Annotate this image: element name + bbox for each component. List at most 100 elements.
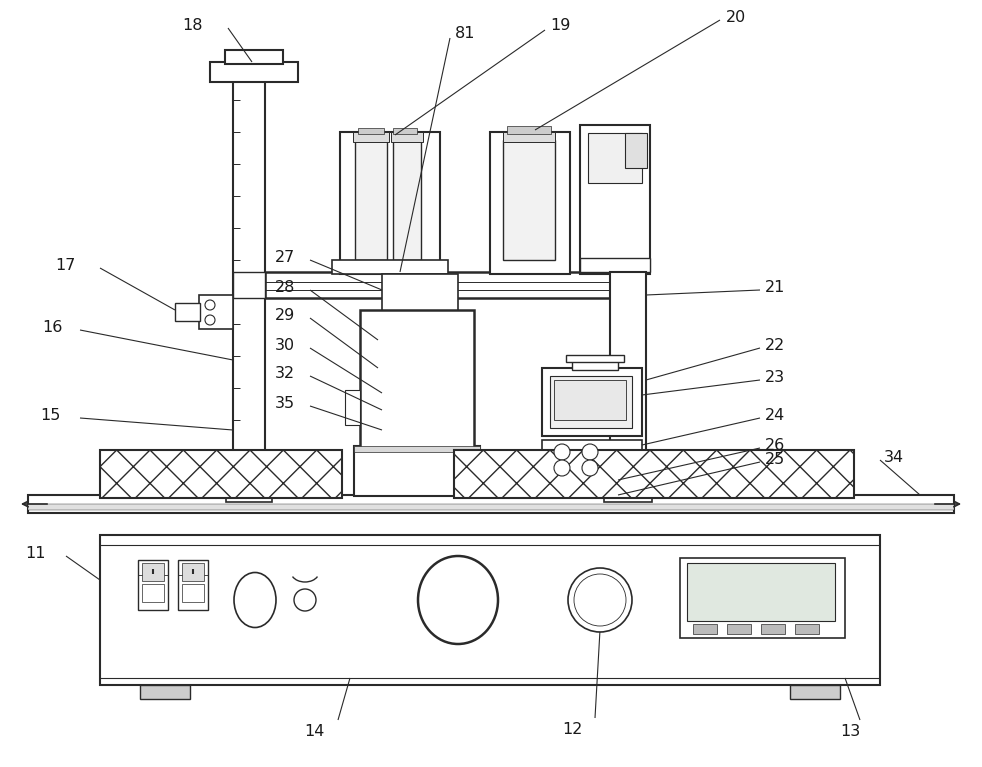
Bar xyxy=(580,258,650,272)
Bar xyxy=(378,362,462,366)
Text: 32: 32 xyxy=(275,367,296,381)
Bar xyxy=(378,337,462,341)
Bar xyxy=(680,558,845,638)
Text: 20: 20 xyxy=(726,9,746,25)
Bar xyxy=(550,376,632,428)
Bar xyxy=(100,535,880,685)
Bar xyxy=(761,624,785,634)
Bar xyxy=(332,260,448,274)
Circle shape xyxy=(574,574,626,626)
Bar xyxy=(503,140,555,260)
Text: 34: 34 xyxy=(884,449,904,465)
Text: 15: 15 xyxy=(40,407,60,423)
Bar xyxy=(382,274,458,329)
Bar xyxy=(542,368,642,436)
Bar xyxy=(182,563,204,581)
Text: 22: 22 xyxy=(765,337,786,353)
Bar xyxy=(378,332,462,336)
Bar xyxy=(604,488,652,502)
Bar xyxy=(687,563,835,621)
Bar xyxy=(588,133,642,183)
Text: 28: 28 xyxy=(275,281,296,295)
Bar xyxy=(233,272,265,298)
Text: 23: 23 xyxy=(765,370,786,386)
Text: 26: 26 xyxy=(765,439,786,453)
Bar xyxy=(454,450,854,498)
Text: 21: 21 xyxy=(765,279,786,295)
Bar xyxy=(693,624,717,634)
Bar xyxy=(355,140,387,260)
Circle shape xyxy=(205,300,215,310)
Text: 17: 17 xyxy=(55,258,76,272)
Bar xyxy=(345,390,360,425)
Bar xyxy=(142,584,164,602)
Text: 24: 24 xyxy=(765,407,786,423)
Bar xyxy=(554,380,626,420)
Bar xyxy=(378,352,462,356)
Bar xyxy=(393,140,421,260)
Bar xyxy=(625,133,647,168)
Text: 11: 11 xyxy=(25,547,45,561)
Text: 81: 81 xyxy=(455,27,475,41)
Circle shape xyxy=(582,460,598,476)
Bar xyxy=(199,295,233,329)
Bar xyxy=(226,488,272,502)
Bar xyxy=(503,132,555,142)
Bar xyxy=(507,126,551,134)
Bar xyxy=(138,560,168,610)
Text: 12: 12 xyxy=(562,723,582,738)
Bar xyxy=(542,440,642,482)
Bar xyxy=(182,584,204,602)
Bar xyxy=(391,132,423,142)
Bar xyxy=(360,310,474,450)
Text: 30: 30 xyxy=(275,338,296,354)
Bar xyxy=(388,380,452,388)
Text: 18: 18 xyxy=(183,18,203,32)
Bar xyxy=(354,446,480,496)
Bar xyxy=(490,132,570,274)
Text: 16: 16 xyxy=(42,320,63,334)
Bar xyxy=(210,62,298,82)
Bar xyxy=(378,347,462,351)
Bar xyxy=(353,132,389,142)
Bar xyxy=(610,272,646,492)
Bar xyxy=(376,436,464,446)
Text: 14: 14 xyxy=(303,725,324,739)
Bar xyxy=(378,342,462,346)
Bar xyxy=(580,125,650,274)
Circle shape xyxy=(568,568,632,632)
Bar xyxy=(727,624,751,634)
Bar xyxy=(225,50,283,64)
Bar xyxy=(358,128,384,134)
Bar xyxy=(28,495,954,513)
Bar xyxy=(140,685,190,699)
Ellipse shape xyxy=(418,556,498,644)
Bar xyxy=(382,420,458,438)
Bar xyxy=(393,128,417,134)
Circle shape xyxy=(294,589,316,611)
Text: 29: 29 xyxy=(275,308,296,324)
Bar xyxy=(340,132,440,274)
Circle shape xyxy=(554,460,570,476)
Text: 25: 25 xyxy=(765,453,786,468)
Bar xyxy=(572,482,618,494)
Bar xyxy=(566,492,624,497)
Circle shape xyxy=(582,444,598,460)
Circle shape xyxy=(205,315,215,325)
Text: 27: 27 xyxy=(275,251,296,265)
Bar xyxy=(374,366,466,380)
Bar xyxy=(566,355,624,362)
Bar xyxy=(378,357,462,361)
Ellipse shape xyxy=(234,572,276,627)
Bar xyxy=(790,685,840,699)
Bar xyxy=(28,504,954,510)
Text: 19: 19 xyxy=(550,18,571,34)
Bar xyxy=(572,360,618,370)
Bar xyxy=(384,404,456,420)
Circle shape xyxy=(554,444,570,460)
Bar xyxy=(233,75,265,495)
Bar xyxy=(382,388,458,404)
Bar xyxy=(265,272,635,298)
Text: 13: 13 xyxy=(840,725,860,739)
Bar xyxy=(100,450,342,498)
